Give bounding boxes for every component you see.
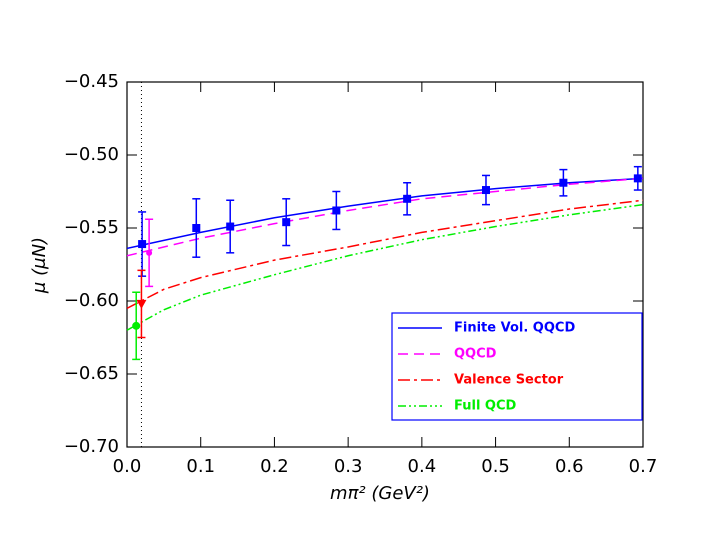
marker (192, 224, 201, 232)
y-tick-label: −0.45 (64, 71, 119, 92)
x-tick-label: 0.7 (629, 456, 658, 477)
x-tick-label: 0.6 (555, 456, 584, 477)
legend-label: Finite Vol. QQCD (454, 321, 575, 336)
y-tick-label: −0.50 (64, 144, 119, 165)
marker (481, 186, 490, 195)
curve (126, 177, 644, 250)
curve (126, 203, 644, 331)
curve (126, 177, 644, 257)
curve (126, 199, 644, 309)
marker (282, 218, 291, 227)
plot-frame (126, 81, 644, 448)
marker (226, 222, 235, 231)
y-tick-label: −0.55 (64, 217, 119, 238)
legend-label: QQCD (454, 347, 497, 362)
marker (332, 206, 341, 215)
marker (559, 178, 568, 187)
marker (136, 299, 147, 309)
x-tick-label: 0.2 (260, 456, 289, 477)
y-tick-label: −0.60 (64, 290, 119, 311)
legend-box (391, 312, 643, 421)
y-tick-label: −0.65 (64, 363, 119, 384)
marker (146, 249, 153, 256)
legend-label: Full QCD (454, 399, 517, 414)
x-tick-label: 0.4 (408, 456, 437, 477)
x-tick-label: 0.3 (334, 456, 363, 477)
marker (403, 194, 412, 203)
marker (138, 240, 147, 249)
x-axis-label: mπ² (GeV²) (330, 483, 430, 504)
x-tick-label: 0.0 (113, 456, 142, 477)
x-tick-label: 0.1 (186, 456, 215, 477)
legend-label: Valence Sector (454, 373, 564, 388)
marker (132, 321, 141, 330)
x-tick-label: 0.5 (481, 456, 510, 477)
y-tick-label: −0.70 (64, 436, 119, 457)
marker (633, 174, 642, 183)
y-axis-label: μ (μN) (29, 237, 50, 294)
